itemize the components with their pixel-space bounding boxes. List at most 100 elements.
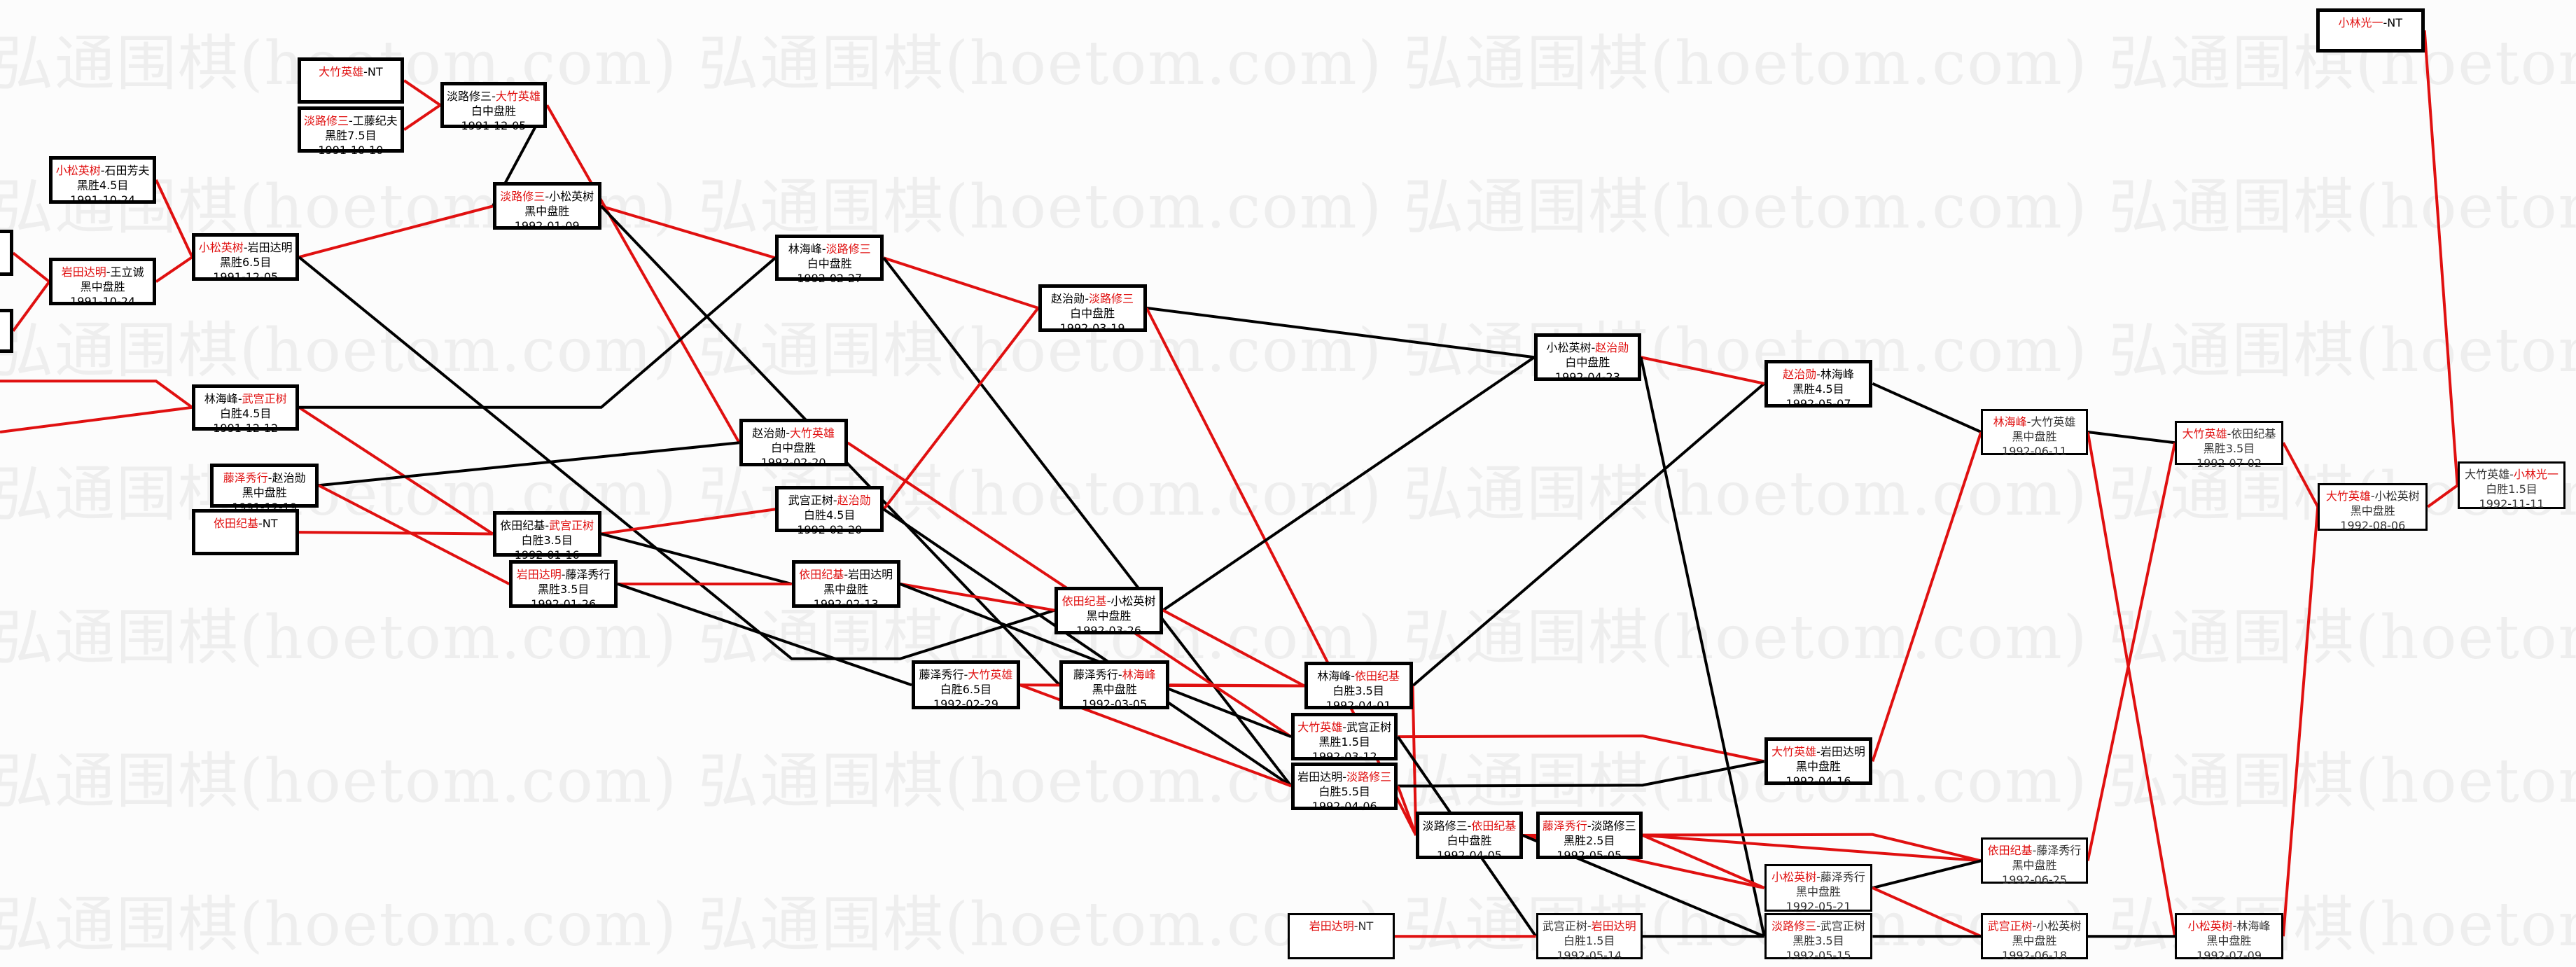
connector-line	[2087, 431, 2175, 445]
match-box[interactable]: 依田纪基-小松英树 黑中盘胜 1992-03-26	[1054, 586, 1163, 637]
connector-line	[298, 531, 493, 536]
match-box[interactable]: 淡路修三-工藤纪夫 黑胜7.5目 1991-10-10	[297, 106, 405, 157]
player-white: 藤泽秀行	[2036, 844, 2082, 858]
separator: -	[100, 163, 105, 177]
match-box[interactable]: 藤泽秀行-淡路修三 黑胜2.5目 1992-05-05	[1536, 811, 1643, 862]
match-result: 黑胜6.5目	[219, 256, 272, 270]
connector-line	[1642, 833, 1982, 863]
match-box[interactable]: 淡路修三-小松英树 黑中盘胜 1992-01-09	[492, 182, 601, 233]
match-box[interactable]: 岩田达明-王立诚 黑中盘胜 1991-10-24	[49, 258, 156, 308]
match-box[interactable]: 淡路修三-大竹英雄 白中盘胜 1991-12-05	[440, 82, 548, 132]
match-box[interactable]: 武宫正树-岩田达明 白胜1.5目 1992-05-14	[1536, 913, 1643, 962]
match-box[interactable]: 依田纪基-NT	[192, 509, 299, 555]
match-date: 1992-04-06	[1311, 799, 1377, 813]
match-box[interactable]: 武宫正树-赵治勋 白胜4.5目 1992-02-20	[775, 486, 884, 536]
match-box[interactable]: 林海峰-武宫正树 白胜4.5目 1991-12-12	[192, 384, 299, 435]
match-box[interactable]: 依田纪基-藤泽秀行 黑中盘胜 1992-06-25	[1981, 837, 2088, 887]
match-box[interactable]: 林海峰-淡路修三 白中盘胜 1992-02-27	[775, 235, 884, 285]
match-date: 1992-07-09	[2196, 949, 2262, 963]
connector-line	[601, 204, 776, 260]
connector-line	[2423, 30, 2459, 486]
connector-line	[298, 256, 777, 409]
match-box[interactable]: 依田纪基-岩田达明 黑中盘胜 1992-02-13	[791, 559, 900, 611]
separator: -	[2370, 489, 2375, 503]
match-date: 1992-06-25	[2002, 873, 2067, 887]
match-result: 黑胜7.5目	[325, 129, 377, 143]
match-date: 1992-01-09	[514, 219, 580, 233]
match-date: 1992-11-11	[2479, 497, 2544, 511]
match-box[interactable]: 小松英树-石田芳夫 黑胜4.5目 1991-10-24	[49, 155, 156, 207]
match-players: 依田纪基-藤泽秀行	[1983, 843, 2085, 858]
match-players: 大竹英雄-岩田达明	[1768, 744, 1870, 759]
match-players: 林海峰-大竹英雄	[1983, 415, 2085, 429]
separator: -	[2232, 919, 2237, 933]
connector-line	[882, 307, 1040, 510]
match-box[interactable]: 大竹英雄-NT	[297, 57, 405, 104]
match-box[interactable]: 岩田达明-淡路修三 白胜5.5目 1992-04-06	[1290, 762, 1398, 813]
connector-line	[545, 104, 741, 444]
match-players: 赵治勋-林海峰	[1768, 367, 1870, 382]
match-box[interactable]: 小松英树-藤泽秀行 黑中盘胜 1992-05-21	[1764, 863, 1873, 913]
connector-line	[1639, 356, 1766, 937]
separator: -	[106, 265, 111, 279]
separator: -	[844, 567, 849, 581]
match-result: 黑中盘胜	[1086, 608, 1132, 622]
match-box[interactable]: 淡路修三-武宫正树 黑胜3.5目 1992-05-15	[1764, 913, 1873, 962]
connector-line	[1412, 382, 1765, 687]
match-box[interactable]: 依田纪基-武宫正树 白胜3.5目 1992-01-16	[492, 510, 601, 562]
match-box[interactable]: 藤泽秀行-赵治勋 黑中盘胜 1991-12-19	[210, 463, 319, 514]
player-black: 林海峰	[788, 242, 822, 256]
match-players: 依田纪基-小松英树	[1058, 594, 1160, 608]
match-box[interactable]: 林海峰-大竹英雄 黑中盘胜 1992-06-11	[1981, 409, 2088, 458]
connector-line	[12, 251, 50, 283]
match-box[interactable]: 大竹英雄-武宫正树 黑胜1.5目 1992-03-12	[1290, 713, 1398, 763]
match-date: 1992-08-06	[2340, 518, 2406, 532]
separator: -	[545, 190, 550, 204]
match-box[interactable]: 保	[0, 230, 13, 277]
match-box[interactable]: 小松英树-林海峰 黑中盘胜 1992-07-09	[2175, 913, 2283, 962]
match-box[interactable]: 小林光一-NT	[2316, 8, 2425, 53]
match-box[interactable]: 淡路修三-依田纪基 白中盘胜 1992-04-05	[1416, 811, 1523, 862]
match-players: 淡路修三-依田纪基	[1419, 819, 1519, 833]
separator: -	[1353, 919, 1358, 933]
player-black: 藤泽秀行	[1073, 668, 1118, 682]
connector-line	[1872, 886, 1982, 938]
separator: -	[821, 242, 826, 256]
match-players: 武宫正树-小松英树	[1983, 919, 2085, 933]
match-date: 1992-02-20	[797, 523, 863, 537]
match-box[interactable]: 大竹英雄-小林光一 白胜1.5目 1992-11-11	[2457, 461, 2566, 511]
player-black: 武宫正树	[1542, 919, 1587, 933]
match-box[interactable]: 藤泽秀行-大竹英雄 白胜6.5目 1992-02-29	[912, 660, 1020, 711]
player-white: 王立诚	[110, 265, 144, 279]
match-box[interactable]: 岩田达明-藤泽秀行 黑胜3.5目 1992-01-26	[509, 559, 618, 611]
player-white: 淡路修三	[1088, 291, 1134, 305]
separator: -	[348, 114, 353, 128]
match-box[interactable]: 小松英树-岩田达明 黑胜6.5目 1991-12-05	[192, 233, 299, 284]
player-black: 武宫正树	[1987, 919, 2033, 933]
match-box[interactable]: 大竹英雄-岩田达明 黑中盘胜 1992-04-16	[1764, 737, 1873, 788]
connector-line	[2281, 506, 2320, 937]
player-white: 大竹英雄	[789, 426, 835, 440]
match-result: 白胜1.5目	[2486, 482, 2537, 496]
player-black: 林海峰	[1317, 669, 1351, 683]
match-box[interactable]: 赵治勋-淡路修三 白中盘胜 1992-03-19	[1038, 284, 1147, 335]
match-box[interactable]: 大竹英雄-小松英树 黑中盘胜 1992-08-06	[2318, 482, 2428, 532]
separator: -	[963, 668, 968, 682]
match-result: 白胜1.5目	[1564, 934, 1615, 948]
player-black: 林海峰	[204, 391, 238, 405]
match-box[interactable]: 藤泽秀行-林海峰 黑中盘胜 1992-03-05	[1059, 660, 1170, 711]
match-box[interactable]: 赵治勋-大竹英雄 白中盘胜 1992-02-20	[739, 419, 848, 469]
match-box[interactable]	[0, 309, 13, 354]
match-box[interactable]: 林海峰-依田纪基 白胜3.5目 1992-04-01	[1304, 662, 1413, 712]
match-box[interactable]: 大竹英雄-依田纪基 黑胜3.5目 1992-07-02	[2175, 420, 2283, 470]
match-box[interactable]: 赵治勋-林海峰 黑胜4.5目 1992-05-07	[1764, 359, 1873, 410]
separator: -	[237, 391, 242, 405]
match-result: 白中盘胜	[807, 257, 852, 271]
separator: -	[243, 241, 248, 255]
match-box[interactable]: 小松英树-赵治勋 白中盘胜 1992-04-23	[1534, 333, 1641, 384]
match-date: 1991-10-10	[318, 144, 384, 158]
match-box[interactable]: 武宫正树-小松英树 黑中盘胜 1992-06-18	[1981, 913, 2088, 962]
player-black: 藤泽秀行	[919, 668, 964, 682]
match-box[interactable]: 岩田达明-NT	[1288, 913, 1395, 960]
separator: -	[1342, 721, 1347, 735]
